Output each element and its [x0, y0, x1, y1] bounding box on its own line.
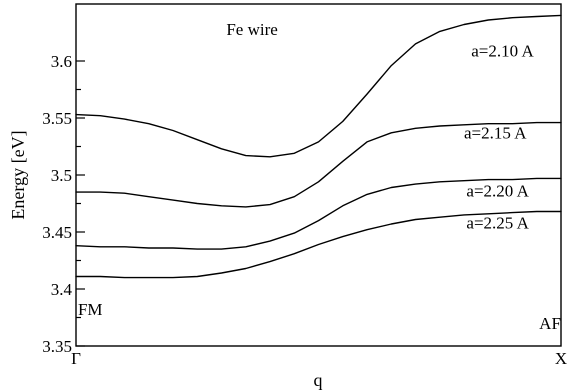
series-line-4	[75, 210, 562, 279]
y-tick-label: 3.5	[51, 166, 72, 185]
series-line-1	[75, 14, 562, 158]
series-line-3	[75, 177, 562, 250]
y-axis: 3.35 3.4 3.45 3.5 3.55 3.6	[42, 52, 85, 356]
y-tick-label: 3.4	[51, 280, 73, 299]
af-annotation: AF	[539, 314, 561, 333]
x-tick-label: X	[555, 349, 567, 368]
fm-annotation: FM	[78, 300, 103, 319]
fe-wire-annotation: Fe wire	[226, 20, 277, 39]
series-label-2: a=2.15 A	[464, 124, 527, 143]
y-tick-label: 3.45	[42, 223, 72, 242]
y-axis-label: Energy [eV]	[8, 130, 28, 219]
y-tick-label: 3.55	[42, 109, 72, 128]
series-group: a=2.10 A a=2.15 A a=2.20 A a=2.25 A	[75, 14, 562, 279]
series-label-1: a=2.10 A	[471, 41, 534, 60]
series-label-4: a=2.25 A	[466, 214, 529, 233]
x-axis-label: q	[314, 370, 323, 390]
y-tick-label: 3.35	[42, 337, 72, 356]
y-tick-label: 3.6	[51, 52, 72, 71]
series-line-2	[75, 121, 562, 208]
series-label-3: a=2.20 A	[466, 182, 529, 201]
annotations: Fe wire FM AF	[78, 20, 561, 333]
x-tick-label: Γ	[71, 349, 81, 368]
